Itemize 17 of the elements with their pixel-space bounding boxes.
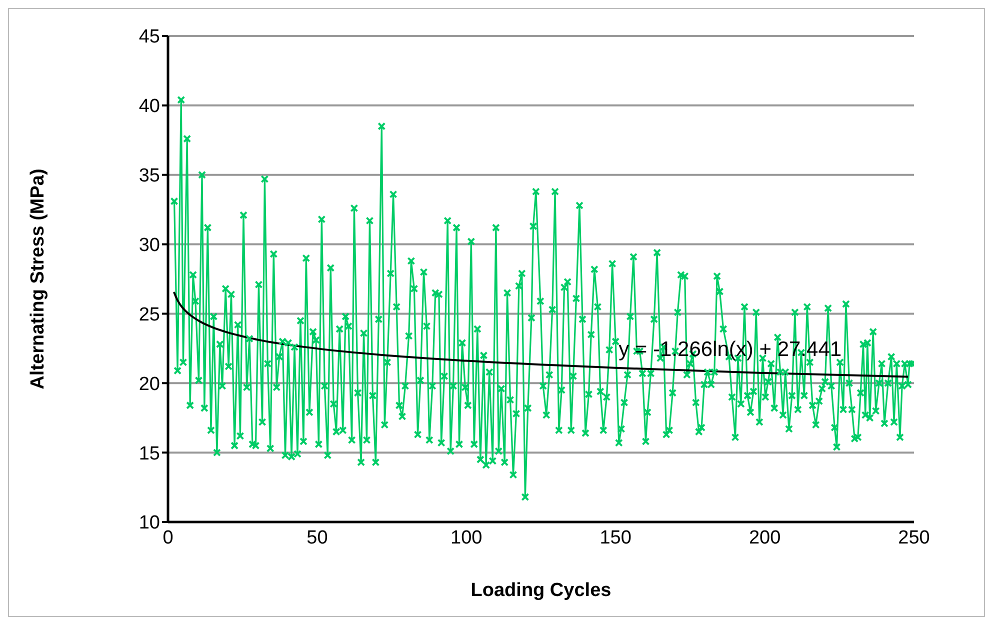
x-tick-label: 250 [898,527,930,548]
y-tick-label: 20 [138,374,160,395]
line-series [172,291,910,378]
y-tick-label: 45 [138,26,160,48]
y-axis-title: Alternating Stress (MPa) [28,168,49,390]
x-tick-label: 50 [306,527,328,548]
x-tick-label: 200 [748,527,781,548]
y-tick-label: 10 [138,512,160,534]
y-tick-label: 35 [138,166,160,187]
y-tick-label: 15 [138,443,160,464]
x-tick-label: 0 [162,527,174,548]
x-tick-label: 150 [600,527,632,548]
x-tick-label: 100 [450,527,482,548]
y-tick-label: 40 [138,96,160,118]
x-axis-title: Loading Cycles [470,580,612,601]
y-tick-label: 25 [138,304,160,326]
y-tick-label: 30 [138,235,160,256]
